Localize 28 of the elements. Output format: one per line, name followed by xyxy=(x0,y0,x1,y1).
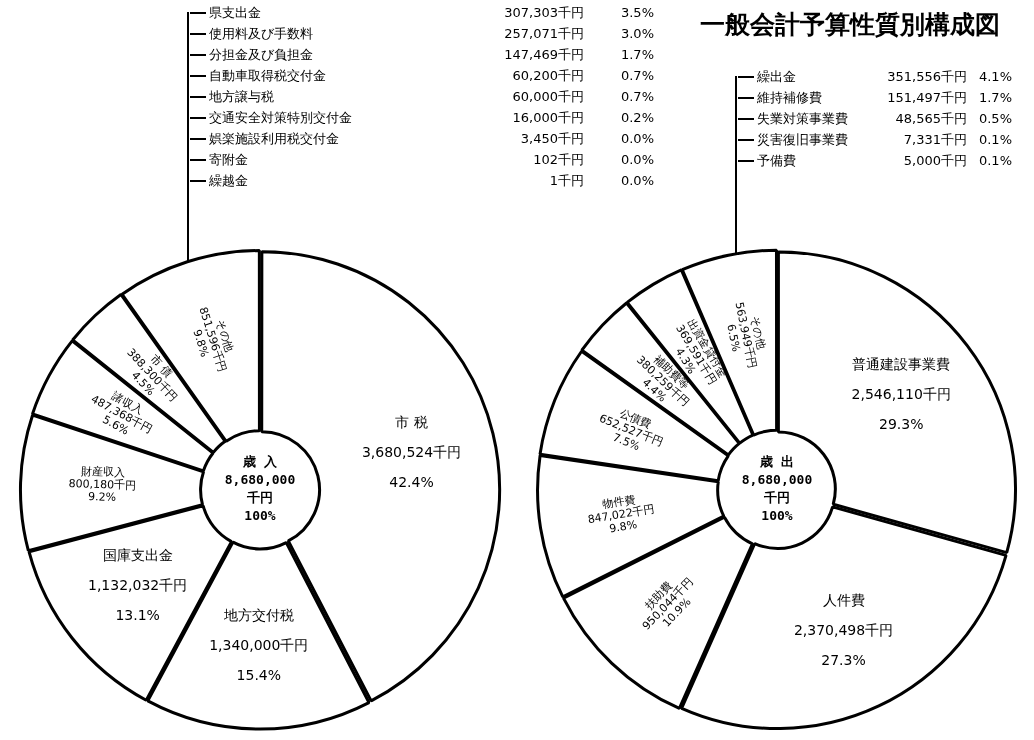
text: 繰越金 1千円 0.0% xyxy=(209,172,654,188)
data-label: 2,370,498千円 27.3% xyxy=(793,621,894,668)
text: 失業対策事業費 48,565千円 0.5% xyxy=(757,110,1012,126)
text: 自動車取得税交付金 60,200千円 0.7% xyxy=(209,67,654,83)
text: 娯楽施設利用税交付金 3,450千円 0.0% xyxy=(209,130,654,146)
text: 使用料及び手数料 257,071千円 3.0% xyxy=(209,25,654,41)
data-label: 1,340,000千円 15.4% xyxy=(209,636,309,683)
text: 寄附金 102千円 0.0% xyxy=(209,151,654,167)
slice-label: 人件費 xyxy=(822,591,865,608)
slice-label: 地方交付税 xyxy=(222,606,294,623)
text: 歳 入 8,680,000 千円 100% xyxy=(224,454,296,524)
chart-title: 一般会計予算性質別構成図 xyxy=(700,9,1000,41)
text: 歳 出 8,680,000 千円 100% xyxy=(741,454,813,524)
slice-label: 市 税 xyxy=(395,413,428,430)
text: 地方譲与税 60,000千円 0.7% xyxy=(209,88,654,104)
text: 県支出金 307,303千円 3.5% xyxy=(209,4,654,20)
text: 維持補修費 151,497千円 1.7% xyxy=(757,89,1012,105)
text: 繰出金 351,556千円 4.1% xyxy=(757,68,1012,84)
slice-label: 普通建設事業費 xyxy=(852,356,951,373)
slice-label: 財産収入 xyxy=(80,464,125,480)
data-label: 3,680,524千円 42.4% xyxy=(361,443,462,490)
slice-label: 国庫支出金 xyxy=(102,547,173,564)
data-label: 1,132,032千円 13.1% xyxy=(87,577,188,624)
text: 交通安全対策特別交付金 16,000千円 0.2% xyxy=(209,109,654,125)
text: 予備費 5,000千円 0.1% xyxy=(757,152,1012,168)
text: 分担金及び負担金 147,469千円 1.7% xyxy=(209,46,654,62)
data-label: 2,546,110千円 29.3% xyxy=(851,386,951,433)
text: 災害復旧事業費 7,331千円 0.1% xyxy=(757,131,1012,147)
